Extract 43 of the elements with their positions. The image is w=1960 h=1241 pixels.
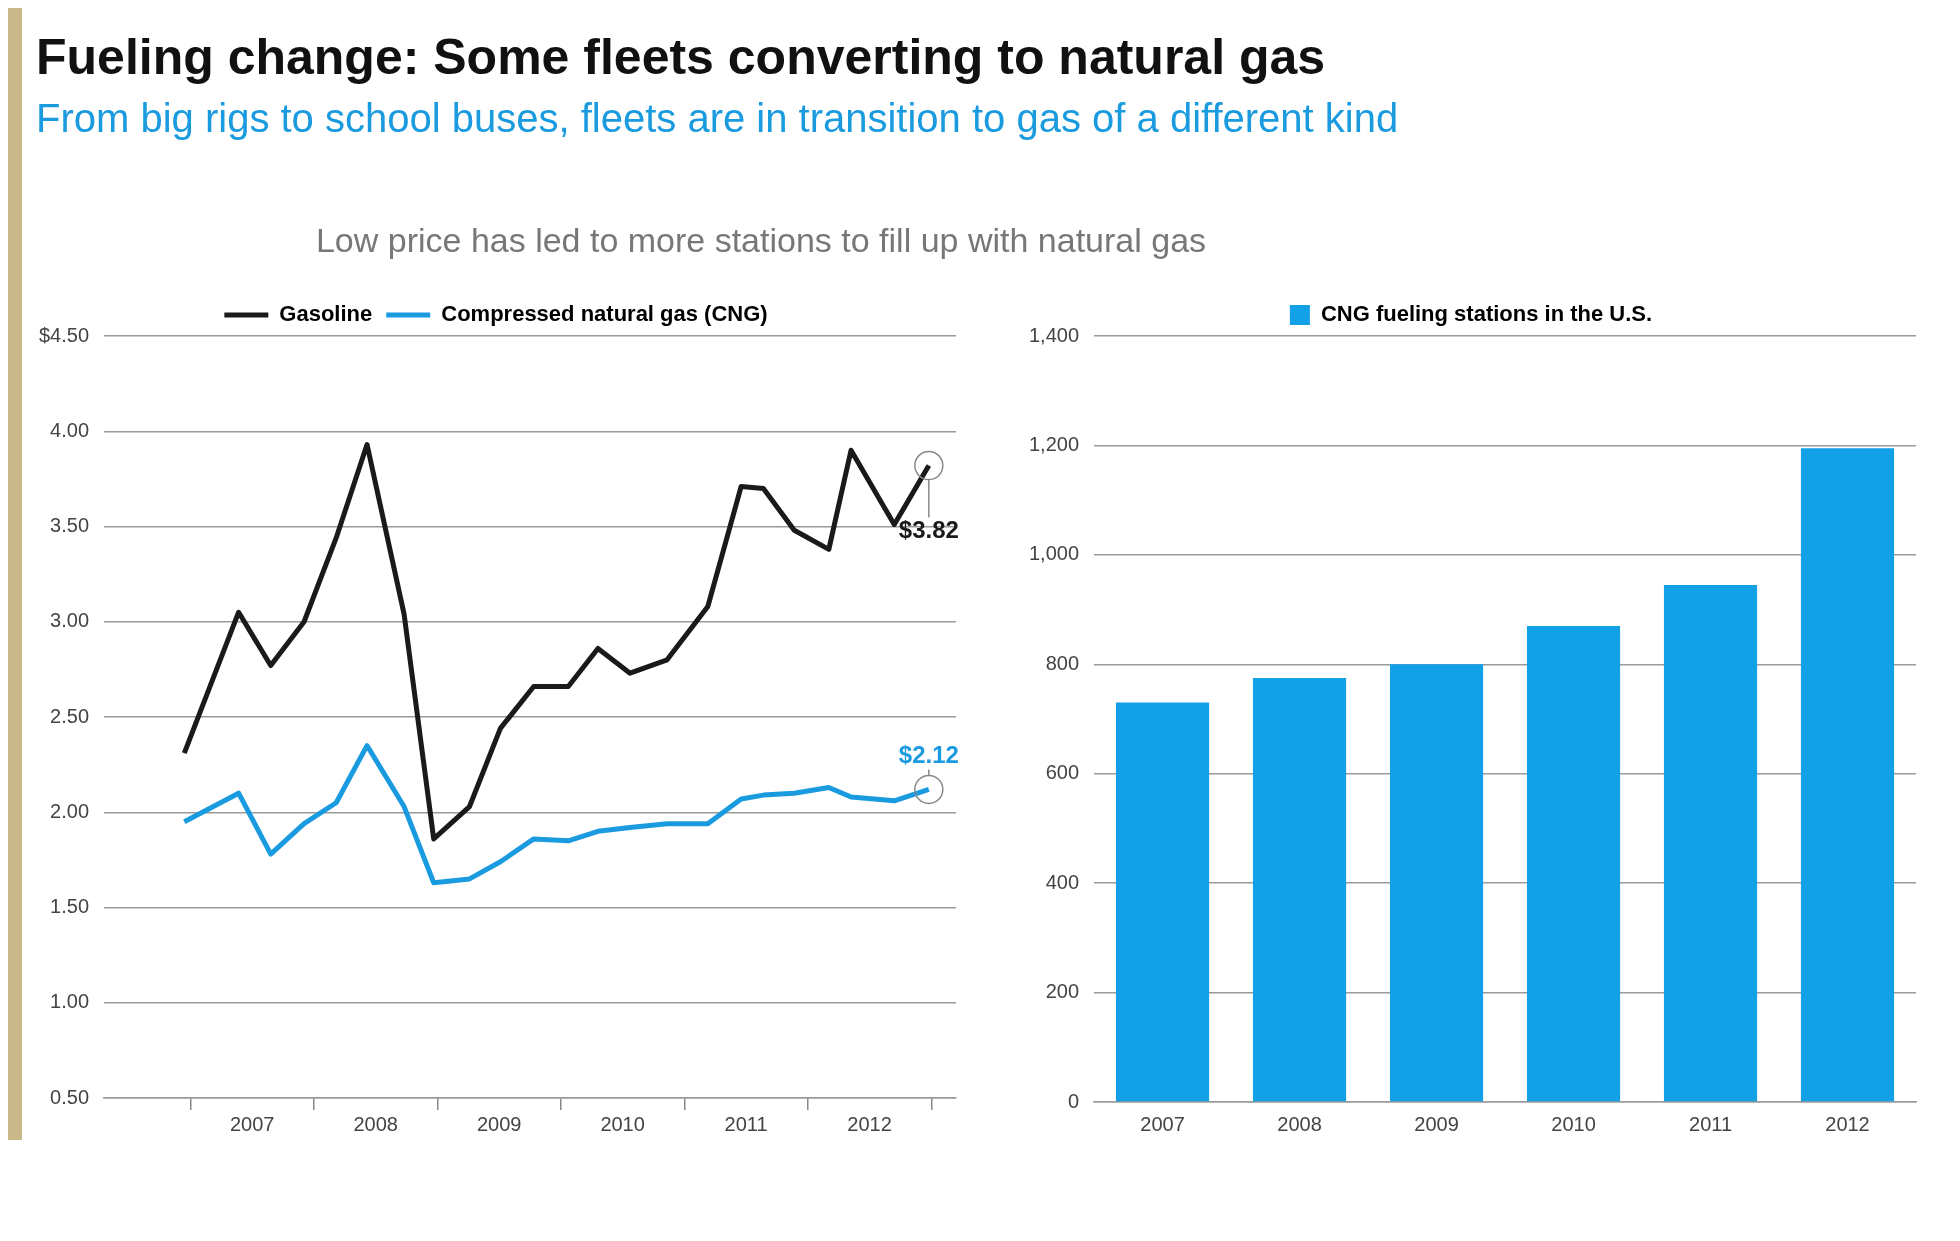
y-tick-label: 1.00 — [50, 990, 90, 1013]
y-tick-label: 1,400 — [1028, 323, 1080, 346]
bar — [1389, 664, 1484, 1102]
y-tick-label: 1,000 — [1028, 542, 1080, 565]
x-tick-label: 2008 — [353, 1112, 398, 1135]
annotation: $2.12 — [898, 741, 959, 769]
x-tick-label: 2009 — [476, 1112, 522, 1135]
legend-label: CNG fueling stations in the U.S. — [1320, 301, 1653, 327]
x-tick-label: 2012 — [847, 1112, 892, 1135]
y-tick-label: 4.00 — [50, 418, 90, 441]
y-tick-label: 200 — [1045, 980, 1080, 1003]
y-tick-label: 3.50 — [50, 514, 90, 537]
y-tick-label: 1,200 — [1028, 432, 1080, 455]
bar — [1115, 702, 1210, 1102]
y-tick-label: 0 — [1067, 1089, 1080, 1112]
chart-subtitle: From big rigs to school buses, fleets are in transition to gas of a different kind — [36, 96, 1400, 141]
y-tick-label: 0.50 — [50, 1085, 90, 1108]
legend-label: Compressed natural gas (CNG) — [441, 301, 768, 327]
x-tick-label: 2010 — [1551, 1112, 1596, 1135]
x-tick-label: 2011 — [1689, 1112, 1733, 1135]
bar — [1800, 448, 1895, 1102]
text: Low price has led to more stations to fill up with natural gas — [314, 221, 1208, 260]
y-tick-label: 600 — [1045, 761, 1080, 784]
x-tick-label: 2008 — [1277, 1112, 1322, 1135]
y-tick-label: 2.00 — [50, 799, 90, 822]
y-tick-label: 1.50 — [50, 895, 90, 918]
x-tick-label: 2009 — [1414, 1112, 1459, 1135]
y-tick-label: $4.50 — [38, 323, 90, 346]
bar — [1663, 584, 1758, 1102]
y-tick-label: 400 — [1045, 870, 1080, 893]
x-tick-label: 2012 — [1825, 1112, 1870, 1135]
x-tick-label: 2010 — [600, 1112, 645, 1135]
x-tick-label: 2011 — [724, 1112, 768, 1135]
annotation: $3.82 — [898, 515, 959, 543]
bar — [1252, 677, 1347, 1102]
y-tick-label: 2.50 — [50, 704, 90, 727]
bar — [1526, 625, 1621, 1102]
x-tick-label: 2007 — [229, 1112, 275, 1135]
chart-title: Fueling change: Some fleets converting to natural gas — [36, 28, 1327, 86]
legend-label: Gasoline — [279, 301, 373, 327]
x-tick-label: 2007 — [1140, 1112, 1185, 1135]
y-tick-label: 3.00 — [50, 609, 90, 632]
y-tick-label: 800 — [1045, 651, 1080, 674]
